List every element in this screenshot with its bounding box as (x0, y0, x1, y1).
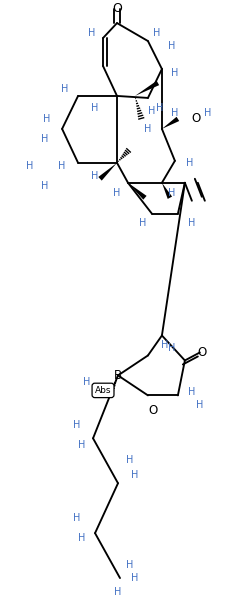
Text: H: H (168, 188, 176, 198)
Text: H: H (88, 28, 96, 38)
Text: H: H (91, 103, 99, 113)
Text: Abs: Abs (95, 386, 111, 395)
Text: H: H (44, 114, 51, 124)
Text: H: H (188, 387, 196, 397)
Text: H: H (144, 124, 152, 134)
Text: H: H (61, 84, 69, 94)
Polygon shape (162, 117, 179, 129)
Text: O: O (112, 2, 122, 15)
Text: H: H (171, 108, 179, 118)
Text: H: H (131, 573, 139, 583)
Text: H: H (196, 400, 204, 410)
Text: H: H (78, 440, 86, 451)
Text: H: H (161, 340, 169, 351)
Text: H: H (114, 587, 122, 597)
Text: H: H (78, 533, 86, 543)
Text: H: H (148, 106, 156, 116)
Text: H: H (41, 134, 49, 144)
Text: H: H (131, 470, 139, 480)
Text: O: O (191, 112, 201, 126)
Text: O: O (197, 346, 206, 359)
Text: H: H (186, 158, 194, 168)
Polygon shape (135, 81, 159, 96)
Text: H: H (168, 41, 176, 51)
Text: H: H (73, 513, 81, 523)
Text: H: H (73, 421, 81, 430)
Text: H: H (83, 378, 91, 387)
Polygon shape (128, 183, 146, 200)
Text: H: H (113, 188, 121, 198)
Text: H: H (204, 108, 212, 118)
Text: H: H (188, 218, 196, 227)
Text: H: H (156, 103, 164, 113)
Text: H: H (126, 560, 134, 570)
Polygon shape (162, 183, 172, 199)
Text: H: H (139, 218, 147, 227)
Text: H: H (41, 181, 49, 191)
Text: H: H (153, 28, 161, 38)
Polygon shape (98, 163, 117, 181)
Text: H: H (168, 343, 176, 354)
Text: B: B (114, 369, 122, 382)
Text: H: H (26, 161, 34, 171)
Text: H: H (126, 455, 134, 465)
Text: H: H (91, 171, 99, 181)
Text: H: H (171, 68, 179, 78)
Text: O: O (148, 404, 157, 417)
Text: H: H (58, 161, 66, 171)
